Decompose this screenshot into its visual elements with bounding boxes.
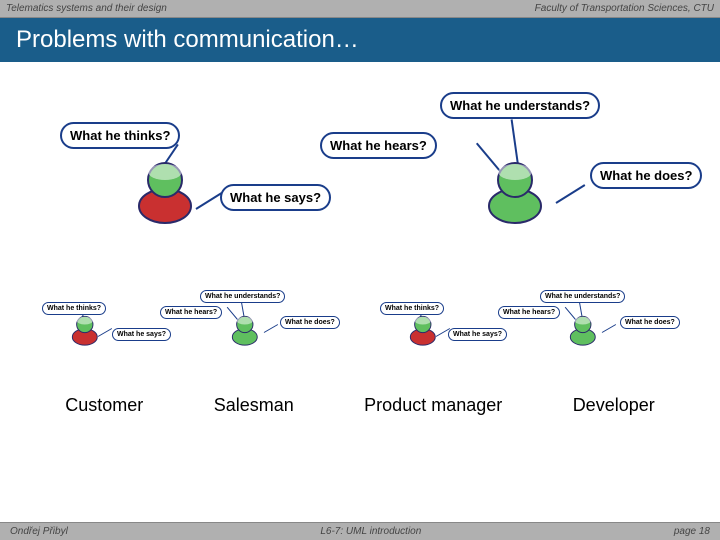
diagram-area: What he thinks? What he says? What he hear…	[0, 62, 720, 480]
footer-author: Ondřej Přibyl	[10, 526, 68, 537]
role-label: Product manager	[364, 395, 502, 416]
role-label: Developer	[573, 395, 655, 416]
thought-bubble: What he hears?	[498, 306, 560, 319]
thought-bubble: What he understands?	[440, 92, 600, 119]
title-bar: Problems with communication…	[0, 18, 720, 62]
role-labels: Customer Salesman Product manager Developer	[0, 395, 720, 416]
header-left: Telematics systems and their design	[6, 3, 167, 14]
person-icon	[130, 154, 200, 224]
thought-bubble: What he says?	[112, 328, 171, 341]
thought-bubble: What he says?	[448, 328, 507, 341]
person-icon	[406, 312, 440, 346]
thought-bubble: What he says?	[220, 184, 331, 211]
person-icon	[68, 312, 102, 346]
page-title: Problems with communication…	[16, 26, 359, 54]
thought-bubble: What he thinks?	[380, 302, 444, 315]
callout-line	[602, 324, 616, 333]
header-bar: Telematics systems and their design Facu…	[0, 0, 720, 18]
thought-bubble: What he does?	[590, 162, 702, 189]
role-label: Customer	[65, 395, 143, 416]
thought-bubble: What he understands?	[200, 290, 285, 303]
callout-line	[555, 184, 585, 204]
person-icon	[228, 312, 262, 346]
thought-bubble: What he thinks?	[42, 302, 106, 315]
footer-page: page 18	[674, 526, 710, 537]
role-label: Salesman	[214, 395, 294, 416]
person-icon	[566, 312, 600, 346]
thought-bubble: What he understands?	[540, 290, 625, 303]
thought-bubble: What he hears?	[160, 306, 222, 319]
header-right: Faculty of Transportation Sciences, CTU	[535, 3, 714, 14]
person-icon	[480, 154, 550, 224]
footer-bar: Ondřej Přibyl L6-7: UML introduction pag…	[0, 522, 720, 540]
footer-lecture: L6-7: UML introduction	[320, 526, 421, 537]
thought-bubble: What he thinks?	[60, 122, 180, 149]
thought-bubble: What he does?	[280, 316, 340, 329]
thought-bubble: What he does?	[620, 316, 680, 329]
thought-bubble: What he hears?	[320, 132, 437, 159]
callout-line	[264, 324, 278, 333]
